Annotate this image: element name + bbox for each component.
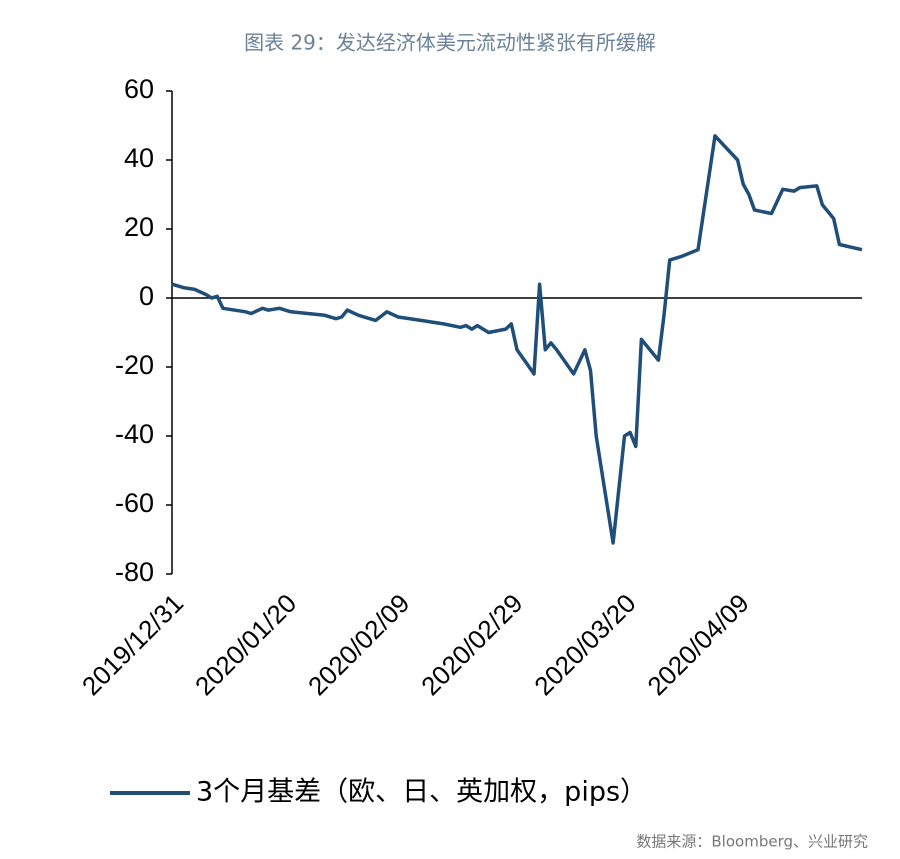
x-tick-label: 2020/02/29: [415, 588, 528, 701]
y-tick-label: -20: [115, 350, 154, 380]
legend-label: 3个月基差（欧、日、英加权，pips）: [196, 777, 647, 808]
y-tick-label: -60: [115, 488, 154, 518]
data-line: [171, 134, 863, 545]
y-tick-label: 20: [124, 212, 154, 242]
x-tick-label: 2020/01/20: [189, 588, 302, 701]
x-tick-label: 2020/02/09: [302, 588, 415, 701]
source-note: 数据来源：Bloomberg、兴业研究: [636, 833, 868, 851]
x-tick-label: 2020/04/09: [641, 588, 754, 701]
x-tick-label: 2020/03/20: [528, 588, 641, 701]
x-tick-label: 2019/12/31: [76, 588, 189, 701]
chart-title: 图表 29：发达经济体美元流动性紧张有所缓解: [244, 31, 656, 55]
y-tick-label: 40: [124, 143, 154, 173]
y-tick-label: 60: [124, 74, 154, 104]
y-tick-label: -40: [115, 419, 154, 449]
y-tick-label: -80: [115, 557, 154, 587]
y-tick-label: 0: [139, 281, 154, 311]
